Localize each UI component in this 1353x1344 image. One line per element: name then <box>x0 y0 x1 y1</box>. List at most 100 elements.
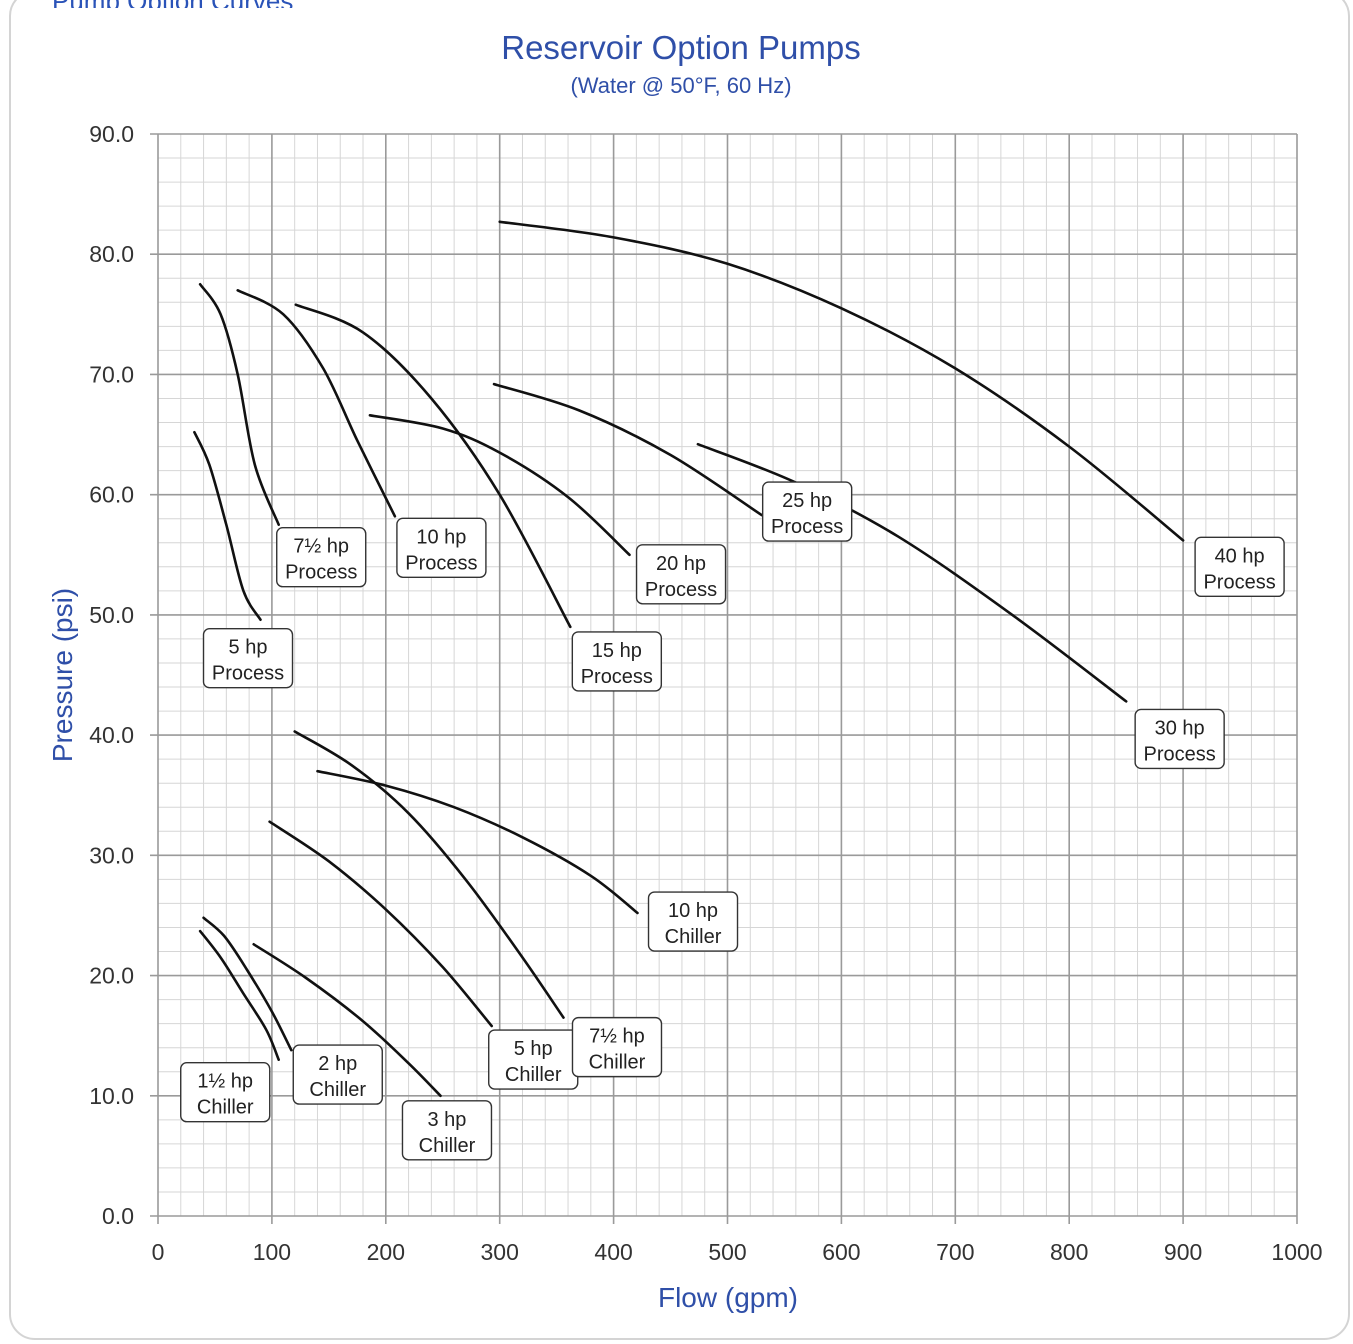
label-text: 7½ hp <box>293 536 349 558</box>
label-5-hp-chiller: 5 hp Chiller <box>488 1029 579 1090</box>
label-10-hp-chiller: 10 hp Chiller <box>647 891 739 952</box>
label-text: 40 hp <box>1215 545 1265 567</box>
y-tick-label: 40.0 <box>89 722 134 748</box>
label-box <box>396 517 487 579</box>
label-text: 2 hp <box>318 1053 357 1075</box>
x-tick-label: 1000 <box>1271 1239 1322 1265</box>
x-tick-label: 0 <box>152 1239 165 1265</box>
curve-2-hp-chiller <box>202 916 293 1052</box>
label-box <box>180 1062 271 1123</box>
chart-subtitle: (Water @ 50°F, 60 Hz) <box>570 73 791 98</box>
y-tick-label: 70.0 <box>89 361 134 387</box>
curve-5-hp-process <box>193 430 262 621</box>
label-text: Chiller <box>505 1064 562 1086</box>
curve-5-hp-chiller <box>268 820 493 1028</box>
label-text: 25 hp <box>782 490 832 512</box>
x-tick-label: 100 <box>253 1239 291 1265</box>
curve-7-half-hp-chiller <box>293 730 565 1019</box>
y-tick-label: 10.0 <box>89 1083 134 1109</box>
label-30-hp-process: 30 hp Process <box>1134 708 1225 770</box>
pump-curves <box>193 220 1185 1098</box>
label-text: Chiller <box>589 1052 646 1074</box>
label-box <box>635 544 727 605</box>
label-text: Process <box>771 516 843 538</box>
y-tick-label: 30.0 <box>89 842 134 868</box>
y-tick-label: 90.0 <box>89 121 134 147</box>
label-text: Process <box>645 579 717 601</box>
x-tick-label: 300 <box>481 1239 519 1265</box>
label-box <box>202 627 294 689</box>
label-box <box>761 481 853 542</box>
label-box <box>276 527 367 588</box>
label-text: Process <box>212 663 284 685</box>
cropped-header-text: Pump Option Curves <box>52 0 293 8</box>
label-text: Chiller <box>309 1079 366 1101</box>
label-text: Process <box>285 562 357 584</box>
curve-10-hp-process <box>236 289 397 518</box>
curve-1-half-hp-chiller <box>198 929 280 1061</box>
label-text: Process <box>1203 571 1275 593</box>
label-text: 10 hp <box>668 900 718 922</box>
label-text: 3 hp <box>428 1109 467 1131</box>
x-tick-label: 400 <box>594 1239 632 1265</box>
x-tick-label: 700 <box>936 1239 974 1265</box>
curve-3-hp-chiller <box>252 943 442 1098</box>
label-box <box>1194 536 1285 598</box>
x-tick-label: 500 <box>708 1239 746 1265</box>
label-40-hp-process: 40 hp Process <box>1194 536 1285 598</box>
label-text: Chiller <box>665 926 722 948</box>
curve-30-hp-process <box>696 442 1128 703</box>
chart-title: Reservoir Option Pumps <box>501 29 860 66</box>
y-tick-label: 0.0 <box>102 1203 134 1229</box>
label-7-half-hp-chiller: 7½ hp Chiller <box>571 1016 663 1078</box>
curve-40-hp-process <box>498 220 1185 542</box>
label-text: Process <box>1144 743 1216 765</box>
curve-10-hp-chiller <box>316 769 639 915</box>
y-tick-label: 60.0 <box>89 482 134 508</box>
label-text: 5 hp <box>514 1038 553 1060</box>
label-7-half-hp-process: 7½ hp Process <box>276 527 367 588</box>
curve-labels: 1½ hp Chiller 2 hp Chiller 3 hp Chiller 5 hp Ch… <box>180 481 1285 1161</box>
label-box <box>647 891 739 952</box>
label-10-hp-process: 10 hp Process <box>396 517 487 579</box>
label-5-hp-process: 5 hp Process <box>202 627 294 689</box>
label-15-hp-process: 15 hp Process <box>571 631 663 692</box>
y-tick-label: 20.0 <box>89 963 134 989</box>
y-axis-label: Pressure (psi) <box>47 588 78 762</box>
x-tick-label: 800 <box>1050 1239 1088 1265</box>
y-tick-label: 50.0 <box>89 602 134 628</box>
label-text: Process <box>581 666 653 688</box>
label-20-hp-process: 20 hp Process <box>635 544 727 605</box>
label-text: 20 hp <box>656 553 706 575</box>
y-tick-label: 80.0 <box>89 241 134 267</box>
curve-15-hp-process <box>294 303 572 629</box>
curve-7-half-hp-process <box>198 283 280 526</box>
label-2-hp-chiller: 2 hp Chiller <box>292 1044 383 1105</box>
label-text: 5 hp <box>229 637 268 659</box>
label-text: Process <box>405 552 477 574</box>
label-text: Chiller <box>419 1135 476 1157</box>
label-text: 15 hp <box>592 640 642 662</box>
axis-ticks: 0 100 200 300 400 500 600 700 800 900 1000 0.0 10.0 2… <box>89 121 1322 1265</box>
x-tick-label: 200 <box>367 1239 405 1265</box>
label-text: 7½ hp <box>589 1026 645 1048</box>
label-box <box>292 1044 383 1105</box>
curve-25-hp-process <box>492 382 763 517</box>
label-box <box>571 1016 663 1078</box>
label-1-half-hp-chiller: 1½ hp Chiller <box>180 1062 271 1123</box>
label-25-hp-process: 25 hp Process <box>761 481 853 542</box>
label-text: 1½ hp <box>197 1071 253 1093</box>
label-text: 30 hp <box>1155 717 1205 739</box>
x-tick-label: 900 <box>1164 1239 1202 1265</box>
x-axis-label: Flow (gpm) <box>658 1282 798 1313</box>
curve-20-hp-process <box>368 414 631 557</box>
label-text: 10 hp <box>416 526 466 548</box>
label-box <box>1134 708 1225 770</box>
x-tick-label: 600 <box>822 1239 860 1265</box>
grid <box>150 133 1298 1224</box>
label-box <box>401 1100 493 1161</box>
label-box <box>571 631 663 692</box>
label-text: Chiller <box>197 1097 254 1119</box>
label-3-hp-chiller: 3 hp Chiller <box>401 1100 493 1161</box>
